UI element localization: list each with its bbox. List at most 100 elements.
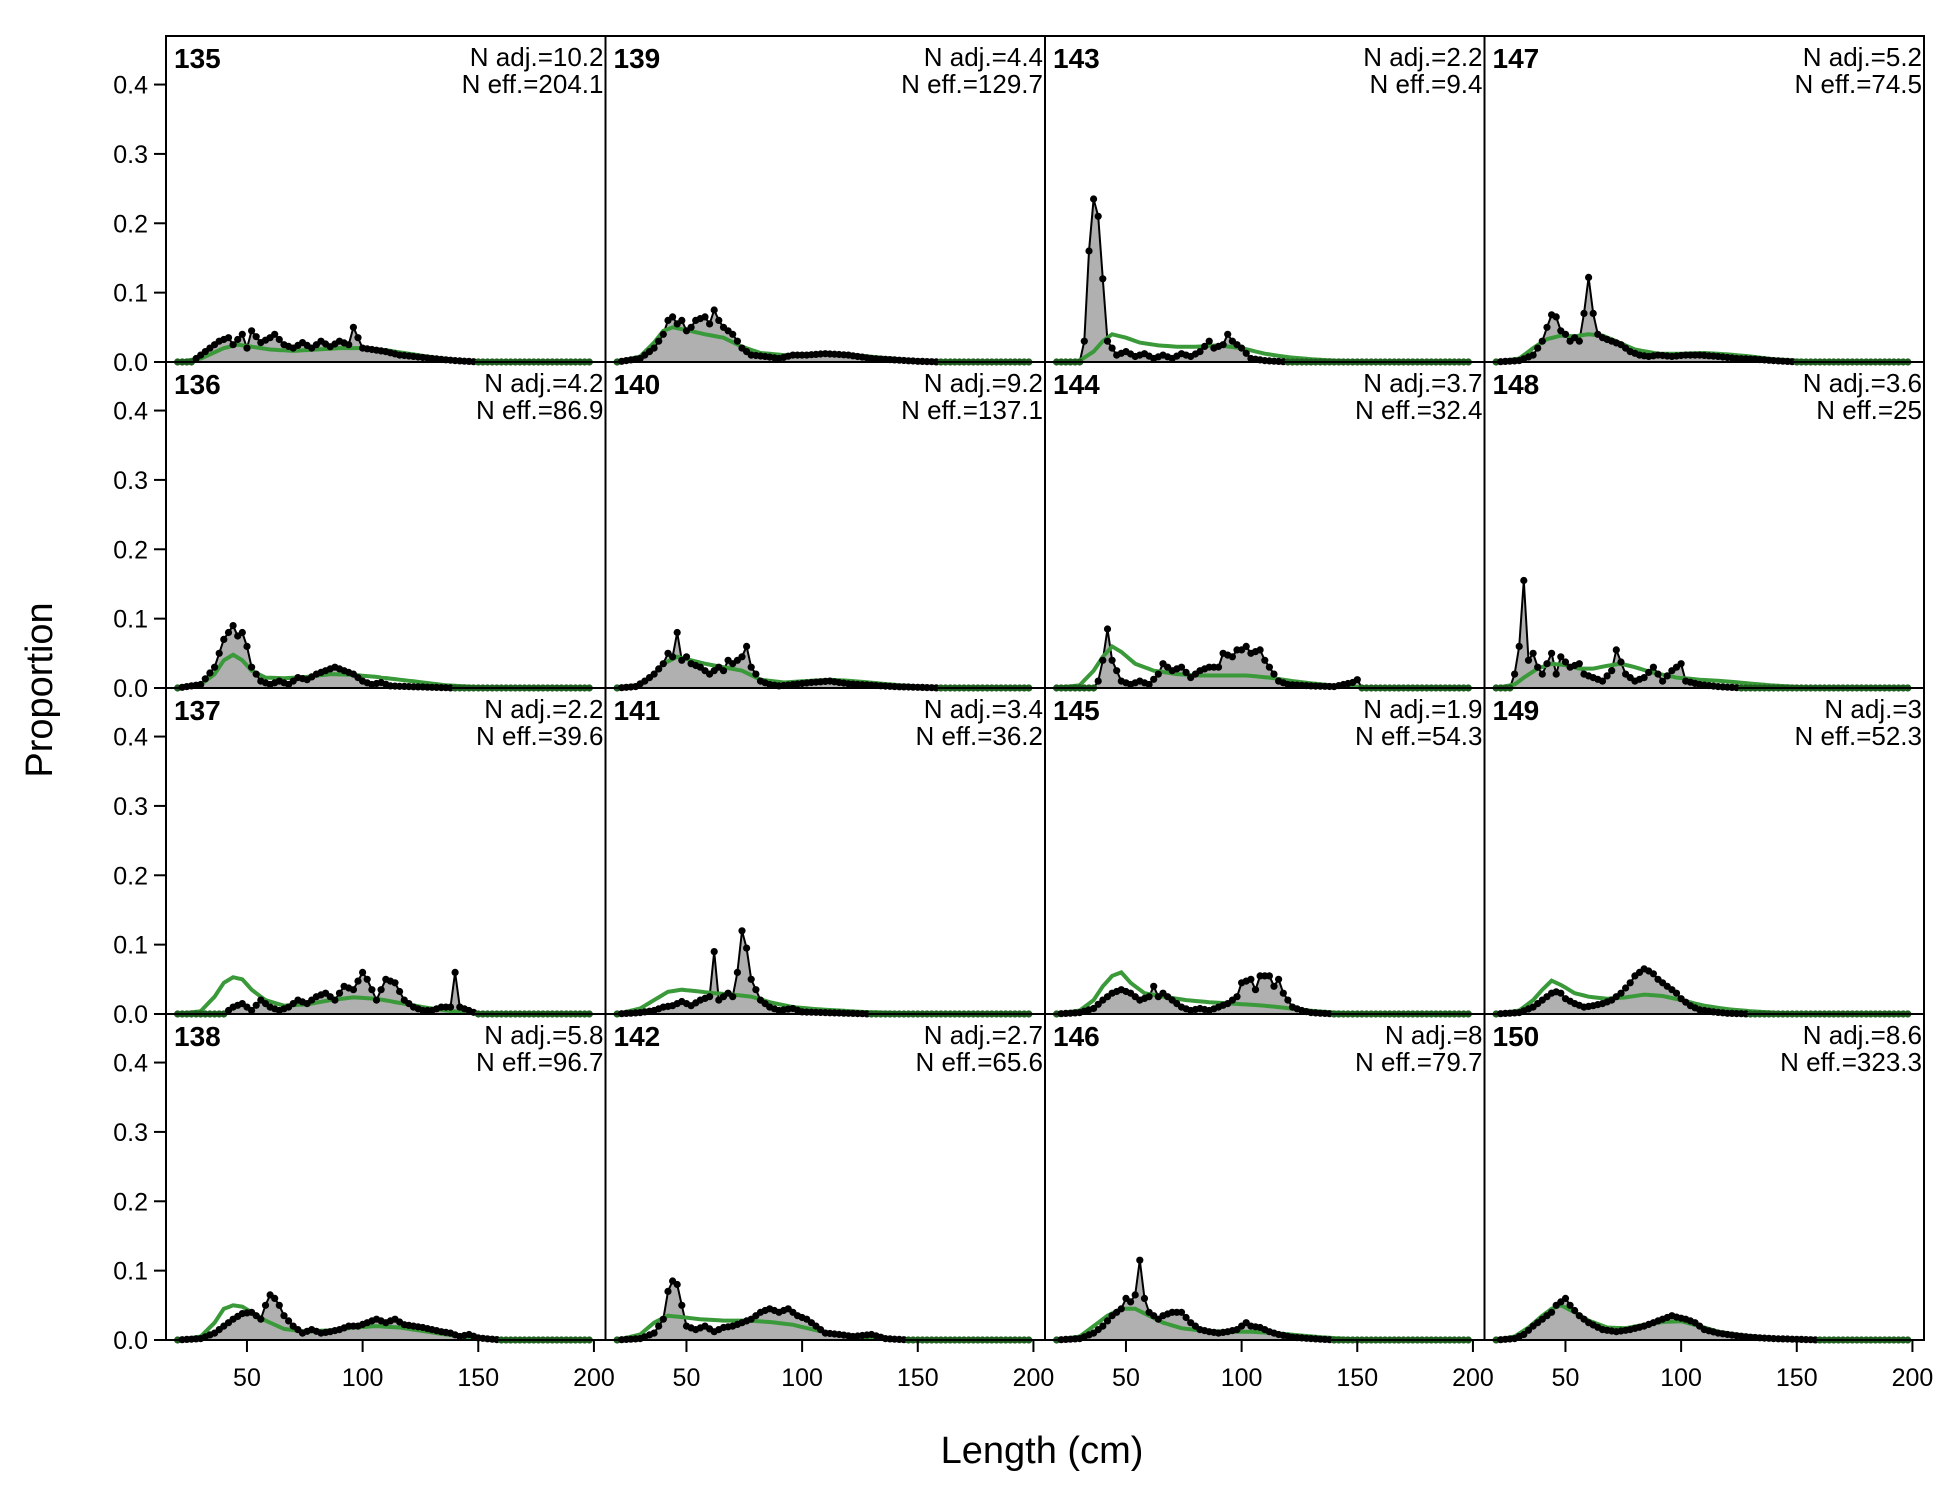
y-tick-label: 0.4	[113, 398, 148, 426]
observed-point	[1196, 348, 1204, 356]
observed-point	[377, 986, 385, 994]
observed-area	[177, 625, 590, 688]
panel-label: 146	[1053, 1021, 1100, 1052]
observed-point	[335, 989, 344, 997]
axes-layer: 0.0 0.1 0.2 0.3 0.4 0.0 0.1 0.2 0.3 0.4 0.0 0.1 0.2 0…	[113, 72, 1933, 1392]
x-tick-label: 50	[1552, 1364, 1580, 1392]
y-tick-label: 0.1	[113, 932, 148, 960]
observed-point	[229, 622, 237, 630]
observed-point	[1284, 996, 1292, 1004]
observed-point	[229, 341, 237, 349]
observed-point	[1085, 247, 1093, 255]
observed-point	[733, 337, 742, 345]
observed-point	[1571, 1306, 1579, 1315]
x-tick-label: 50	[1112, 1364, 1140, 1392]
n-eff-label: N eff.=25	[1816, 395, 1922, 425]
observed-point	[1589, 309, 1597, 317]
observed-point	[747, 975, 755, 983]
observed-point	[733, 968, 742, 977]
panel-label: 135	[174, 43, 221, 74]
observed-point	[752, 670, 760, 678]
observed-point	[1617, 658, 1625, 666]
observed-point	[1099, 275, 1107, 283]
observed-point	[1515, 642, 1523, 651]
observed-point	[257, 1315, 265, 1323]
observed-point	[234, 335, 242, 344]
n-eff-label: N eff.=32.4	[1355, 395, 1482, 425]
n-adj-label: N adj.=5.8	[484, 1020, 603, 1050]
observed-point	[1256, 646, 1264, 654]
panel-label: 141	[614, 695, 661, 726]
panel-138: 138 N adj.=5.8N eff.=96.7	[165, 1013, 607, 1344]
x-tick-label: 150	[457, 1364, 499, 1392]
observed-point	[743, 642, 751, 651]
observed-point	[1552, 313, 1560, 321]
observed-point	[280, 1312, 288, 1320]
observed-point	[1524, 656, 1533, 664]
observed-point	[271, 1294, 279, 1302]
observed-point	[275, 1301, 283, 1309]
n-adj-label: N adj.=2.7	[924, 1020, 1043, 1050]
observed-point	[738, 927, 746, 935]
observed-point	[678, 1301, 686, 1309]
x-tick-label: 200	[573, 1364, 615, 1392]
observed-point	[659, 660, 667, 668]
observed-point	[354, 977, 362, 985]
observed-point	[1617, 989, 1625, 997]
observed-point	[1529, 649, 1537, 657]
observed-point	[1580, 309, 1588, 317]
x-tick-label: 150	[897, 1364, 939, 1392]
y-tick-label: 0.4	[113, 724, 148, 752]
observed-point	[1201, 342, 1209, 350]
n-eff-label: N eff.=137.1	[901, 395, 1043, 425]
observed-point	[1520, 1330, 1528, 1339]
observed-point	[1622, 984, 1630, 992]
observed-point	[669, 313, 677, 321]
observed-point	[396, 987, 404, 996]
observed-point	[1561, 1294, 1570, 1302]
observed-point	[1251, 986, 1260, 994]
observed-point	[331, 996, 339, 1004]
x-tick-label: 200	[1013, 1364, 1055, 1392]
observed-point	[1529, 351, 1537, 359]
panel-label: 145	[1053, 695, 1100, 726]
observed-point	[238, 330, 246, 338]
panel-label: 147	[1493, 43, 1540, 74]
observed-point	[271, 330, 279, 338]
observed-point	[1247, 975, 1255, 983]
observed-point	[1270, 982, 1278, 990]
n-eff-label: N eff.=9.4	[1370, 69, 1483, 99]
panel-label: 137	[174, 695, 221, 726]
observed-area	[1496, 968, 1908, 1014]
observed-area	[1496, 277, 1908, 362]
panel-label: 144	[1053, 369, 1100, 400]
n-eff-label: N eff.=129.7	[901, 69, 1043, 99]
observed-point	[252, 1001, 260, 1009]
observed-point	[1233, 993, 1241, 1001]
observed-point	[1080, 337, 1088, 345]
observed-point	[1663, 672, 1671, 680]
n-adj-label: N adj.=8	[1385, 1020, 1483, 1050]
observed-point	[372, 996, 381, 1004]
n-adj-label: N adj.=5.2	[1803, 42, 1922, 72]
observed-point	[747, 663, 755, 671]
observed-point	[1150, 982, 1158, 990]
observed-point	[215, 649, 223, 657]
observed-point	[1261, 656, 1269, 664]
observed-point	[238, 628, 246, 637]
n-adj-label: N adj.=1.9	[1363, 694, 1482, 724]
panel-label: 148	[1493, 369, 1540, 400]
x-tick-label: 100	[1221, 1364, 1263, 1392]
n-adj-label: N adj.=3.7	[1363, 368, 1482, 398]
n-adj-label: N adj.=2.2	[1363, 42, 1482, 72]
observed-point	[368, 986, 376, 994]
n-eff-label: N eff.=86.9	[476, 395, 603, 425]
observed-point	[1534, 663, 1542, 671]
n-eff-label: N eff.=79.7	[1355, 1047, 1482, 1077]
observed-point	[349, 986, 357, 994]
observed-point	[659, 1315, 667, 1323]
observed-point	[1524, 1326, 1533, 1334]
n-eff-label: N eff.=65.6	[916, 1047, 1043, 1077]
observed-point	[710, 306, 718, 314]
